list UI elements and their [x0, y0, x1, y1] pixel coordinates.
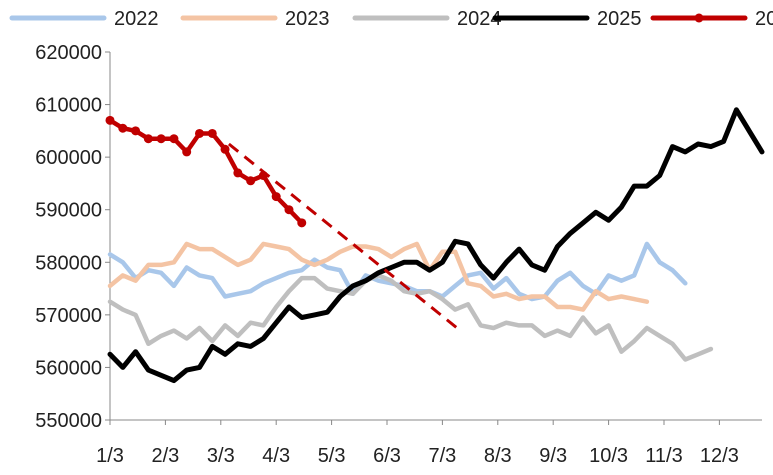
x-tick-label: 3/3 [207, 445, 235, 467]
series-point-2026 [246, 176, 256, 186]
legend-marker-2026 [694, 13, 704, 23]
series-point-2026 [105, 115, 115, 125]
series-point-2026 [220, 144, 230, 154]
x-tick-label: 7/3 [428, 445, 456, 467]
series-point-2026 [233, 168, 243, 178]
y-tick-label: 580000 [35, 252, 102, 274]
legend-label-2023: 2023 [285, 8, 330, 30]
series-point-2026 [297, 218, 307, 228]
series-point-2026 [194, 128, 204, 138]
legend-label-2022: 2022 [114, 8, 159, 30]
series-line-2023 [107, 241, 650, 312]
y-tick-label: 550000 [35, 410, 102, 432]
legend-label-2025: 2025 [597, 8, 642, 30]
series-point-2026 [143, 134, 153, 144]
x-tick-label: 11/3 [645, 445, 682, 467]
x-tick-label: 12/3 [700, 445, 739, 467]
x-tick-label: 10/3 [589, 445, 628, 467]
legend-label-2024: 2024 [457, 8, 502, 30]
y-tick-label: 620000 [35, 42, 102, 64]
x-tick-label: 1/3 [96, 445, 124, 467]
y-tick-label: 610000 [35, 95, 102, 117]
legend-label-2026: 2026 [755, 8, 773, 30]
series-point-2026 [118, 123, 128, 133]
x-tick-label: 2/3 [151, 445, 179, 467]
series-line-2026 [107, 118, 305, 226]
x-tick-label: 9/3 [539, 445, 567, 467]
x-tick-label: 6/3 [373, 445, 401, 467]
series-point-2026 [207, 128, 217, 138]
series-point-2026 [182, 147, 192, 157]
x-tick-label: 4/3 [262, 445, 290, 467]
series-point-2026 [169, 134, 179, 144]
x-tick-label: 5/3 [318, 445, 346, 467]
x-tick-label: 8/3 [484, 445, 512, 467]
y-tick-label: 570000 [35, 305, 102, 327]
series-point-2026 [131, 126, 141, 136]
series-line-2026-trend [227, 142, 462, 332]
y-tick-label: 590000 [35, 200, 102, 222]
series-point-2026 [156, 134, 166, 144]
y-tick-label: 560000 [35, 357, 102, 379]
series-point-2026 [284, 205, 294, 215]
series-line-2025 [107, 107, 765, 384]
series-line-2024 [107, 273, 714, 362]
y-tick-label: 600000 [35, 147, 102, 169]
series-point-2026 [271, 192, 281, 202]
